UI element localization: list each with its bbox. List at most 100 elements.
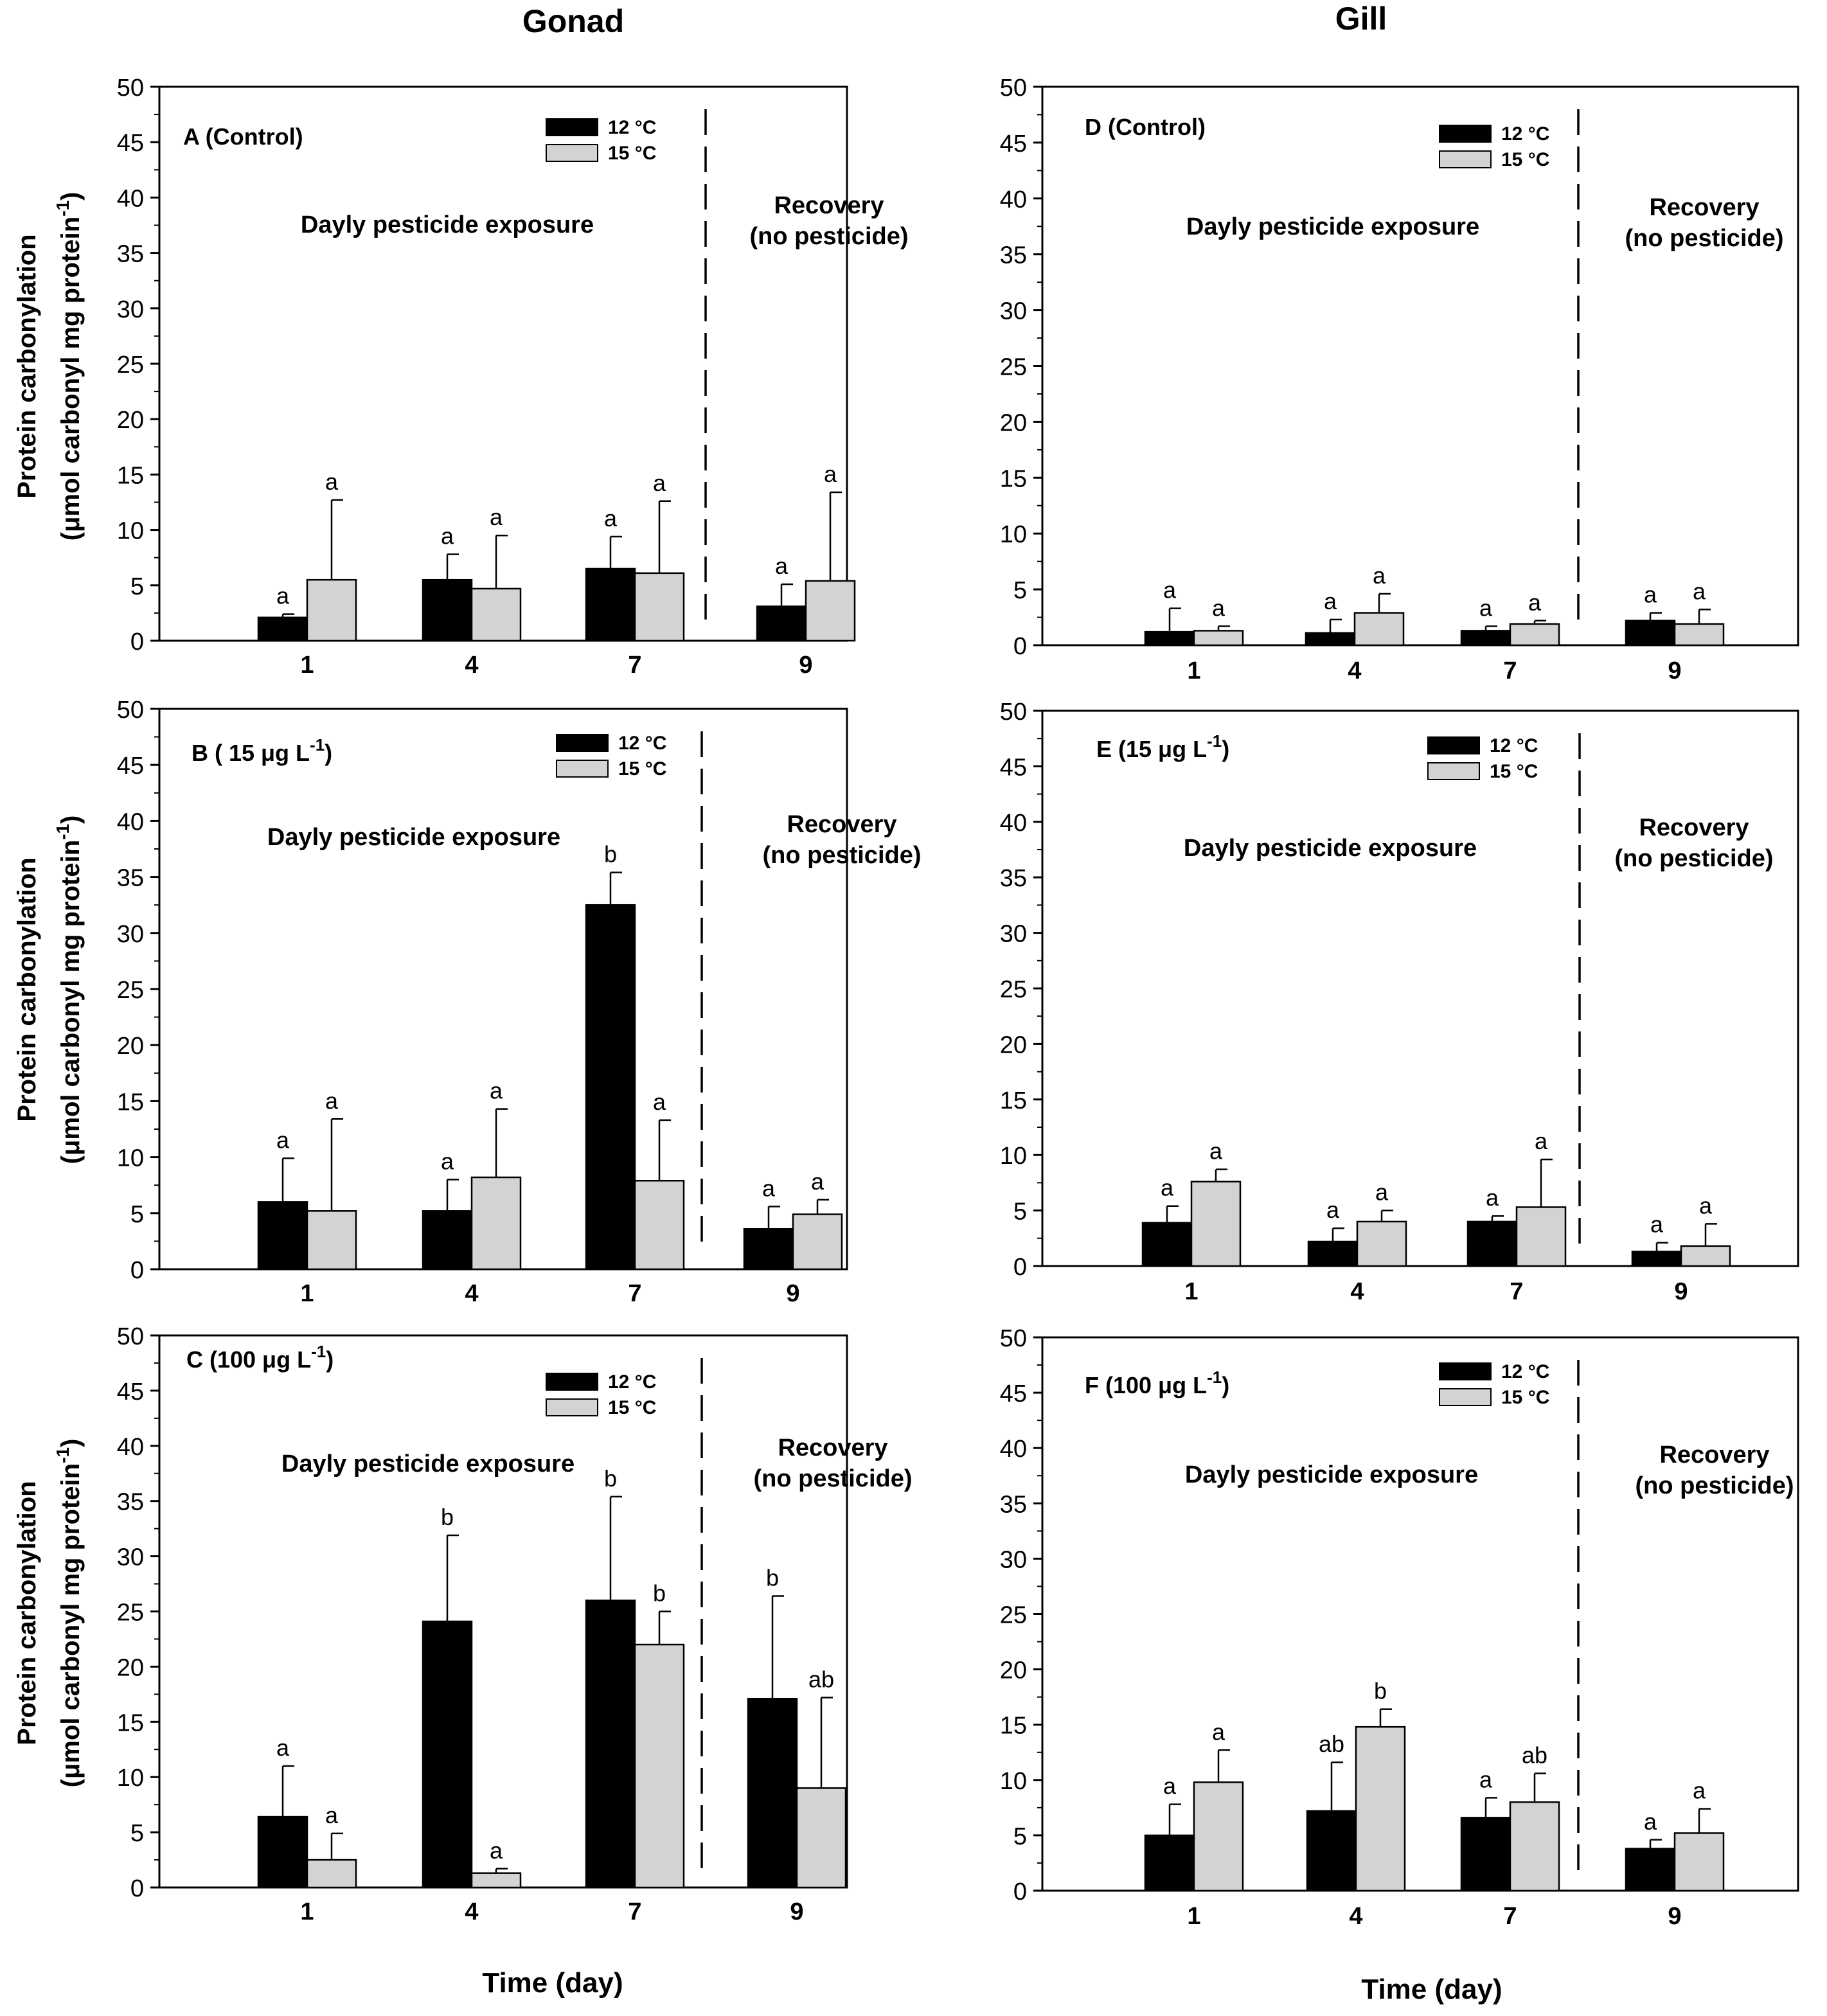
panel-label: B ( 15 μg L-1) (192, 735, 332, 766)
y-tick-label: 40 (117, 185, 144, 212)
bar-12c-day-9 (747, 1697, 798, 1889)
y-tick-label: 30 (1000, 921, 1027, 948)
significance-letter: a (1479, 594, 1493, 621)
panel-label-main: A (Control) (183, 123, 303, 150)
significance-letter: a (276, 1127, 290, 1153)
bar-15c-day-9 (1673, 623, 1725, 647)
bar-12c-day-1 (1144, 630, 1195, 647)
x-tick-label: 7 (1503, 1903, 1517, 1930)
significance-letter: ab (1522, 1742, 1547, 1768)
legend-label: 15 °C (608, 1397, 656, 1418)
exposure-annotation: Dayly pesticide exposure (301, 211, 594, 238)
significance-letter: a (604, 505, 618, 531)
y-tick-label: 25 (117, 352, 144, 379)
legend-label: 12 °C (608, 1371, 656, 1393)
ylabel-line1: Protein carbonylation (13, 1481, 41, 1745)
bar-15c-day-1 (306, 578, 357, 642)
y-tick-label: 0 (1013, 1254, 1027, 1281)
bar-15c-day-9 (1673, 1832, 1725, 1892)
significance-letter: a (653, 470, 666, 496)
recovery-annotation: (no pesticide) (762, 842, 921, 869)
bar-15c-day-9 (805, 580, 856, 642)
y-tick-label: 0 (1013, 1878, 1027, 1905)
significance-letter: a (490, 504, 503, 530)
panel-label: F (100 μg L-1) (1085, 1368, 1229, 1398)
legend-label: 15 °C (1501, 149, 1549, 170)
bar-15c-day-7 (634, 572, 685, 642)
significance-letter: b (604, 841, 617, 868)
bar-15c-day-4 (1353, 612, 1405, 647)
significance-letter: b (1374, 1678, 1387, 1704)
recovery-annotation: Recovery (1639, 814, 1749, 841)
panel-label-end: ) (326, 1346, 334, 1373)
bar-15c-day-7 (634, 1643, 685, 1889)
y-tick-label: 15 (1000, 465, 1027, 492)
significance-letter: a (1535, 1128, 1548, 1154)
panel-label-end: ) (325, 740, 332, 766)
bar-15c-day-1 (306, 1210, 357, 1271)
y-tick-label: 45 (1000, 1380, 1027, 1407)
panel-f: 0 5 10 15 20 25 30 35 40 45 50 a a 1 ab b 4 a ab 7 a a 9 12 °C 1… (1000, 1325, 1799, 1930)
ylabel-a: Protein carbonylation (μmol carbonyl mg … (13, 192, 85, 541)
panel-e: 0 5 10 15 20 25 30 35 40 45 50 a a 1 a a 4 a a 7 a a 9 12 °C 15 … (1000, 699, 1799, 1305)
significance-letter: a (1161, 1175, 1174, 1201)
bar-12c-day-4 (1305, 632, 1356, 647)
bar-12c-day-4 (1306, 1810, 1357, 1892)
bar-12c-day-9 (743, 1227, 794, 1271)
panel-label-end: ) (1222, 736, 1229, 762)
bar-12c-day-4 (422, 1210, 473, 1271)
bar-15c-day-1 (1193, 630, 1244, 647)
recovery-annotation: (no pesticide) (749, 223, 908, 250)
legend-label: 12 °C (608, 117, 656, 138)
recovery-annotation: Recovery (787, 811, 896, 838)
panel-label-sup: -1 (1207, 1368, 1222, 1387)
y-tick-label: 40 (1000, 186, 1027, 213)
y-tick-label: 20 (117, 1654, 144, 1681)
col-title-gonad: Gonad (522, 3, 624, 39)
y-tick-label: 35 (1000, 865, 1027, 892)
significance-letter: a (1644, 582, 1657, 608)
significance-letter: a (490, 1837, 503, 1864)
significance-letter: a (1373, 562, 1386, 589)
xlabel-gonad: Time (day) (482, 1967, 623, 1999)
x-tick-label: 1 (1187, 1903, 1200, 1930)
y-tick-label: 45 (1000, 754, 1027, 781)
x-tick-label: 7 (628, 1898, 641, 1925)
panel-d: 0 5 10 15 20 25 30 35 40 45 50 a a 1 a a 4 a a 7 a a 9 12 °C 15 … (1000, 75, 1799, 684)
legend-swatch-12c (556, 734, 609, 752)
x-tick-label: 4 (465, 1280, 478, 1307)
legend-label: 15 °C (618, 758, 666, 780)
ylabel-line2: (μmol carbonyl mg protein-1) (53, 1439, 85, 1788)
significance-letter: a (1650, 1211, 1664, 1238)
x-tick-label: 7 (628, 652, 641, 679)
y-tick-label: 40 (1000, 1436, 1027, 1463)
bar-15c-day-9 (1680, 1245, 1731, 1267)
significance-letter: a (1486, 1184, 1499, 1211)
bar-15c-day-4 (470, 587, 522, 642)
x-tick-label: 4 (465, 652, 478, 679)
exposure-annotation: Dayly pesticide exposure (1184, 835, 1477, 862)
legend-label: 15 °C (1501, 1387, 1549, 1408)
significance-letter: ab (808, 1666, 834, 1693)
bar-15c-day-7 (1509, 1801, 1560, 1892)
y-tick-label: 45 (1000, 130, 1027, 157)
bar-12c-day-1 (257, 616, 308, 642)
y-tick-label: 15 (117, 1089, 144, 1116)
bar-12c-day-9 (1625, 1848, 1676, 1892)
bar-12c-day-7 (1460, 630, 1511, 647)
y-tick-label: 5 (1013, 1823, 1027, 1850)
legend-label: 12 °C (618, 733, 666, 754)
legend-label: 12 °C (1490, 735, 1538, 756)
y-tick-label: 50 (117, 1323, 144, 1350)
bar-12c-day-1 (1141, 1222, 1193, 1267)
recovery-annotation: Recovery (1659, 1441, 1769, 1468)
bar-15c-day-1 (306, 1859, 357, 1889)
y-tick-label: 15 (117, 462, 144, 489)
y-tick-label: 20 (1000, 1657, 1027, 1684)
legend-swatch-15c (1427, 762, 1480, 780)
bar-15c-day-9 (796, 1787, 847, 1889)
legend-swatch-12c (1427, 736, 1480, 754)
panel-c: 0 5 10 15 20 25 30 35 40 45 50 a a 1 b a 4 b b 7 b ab 9 12 °C 15… (117, 1323, 913, 1925)
panel-label: D (Control) (1085, 114, 1206, 140)
significance-letter: a (441, 1148, 454, 1174)
